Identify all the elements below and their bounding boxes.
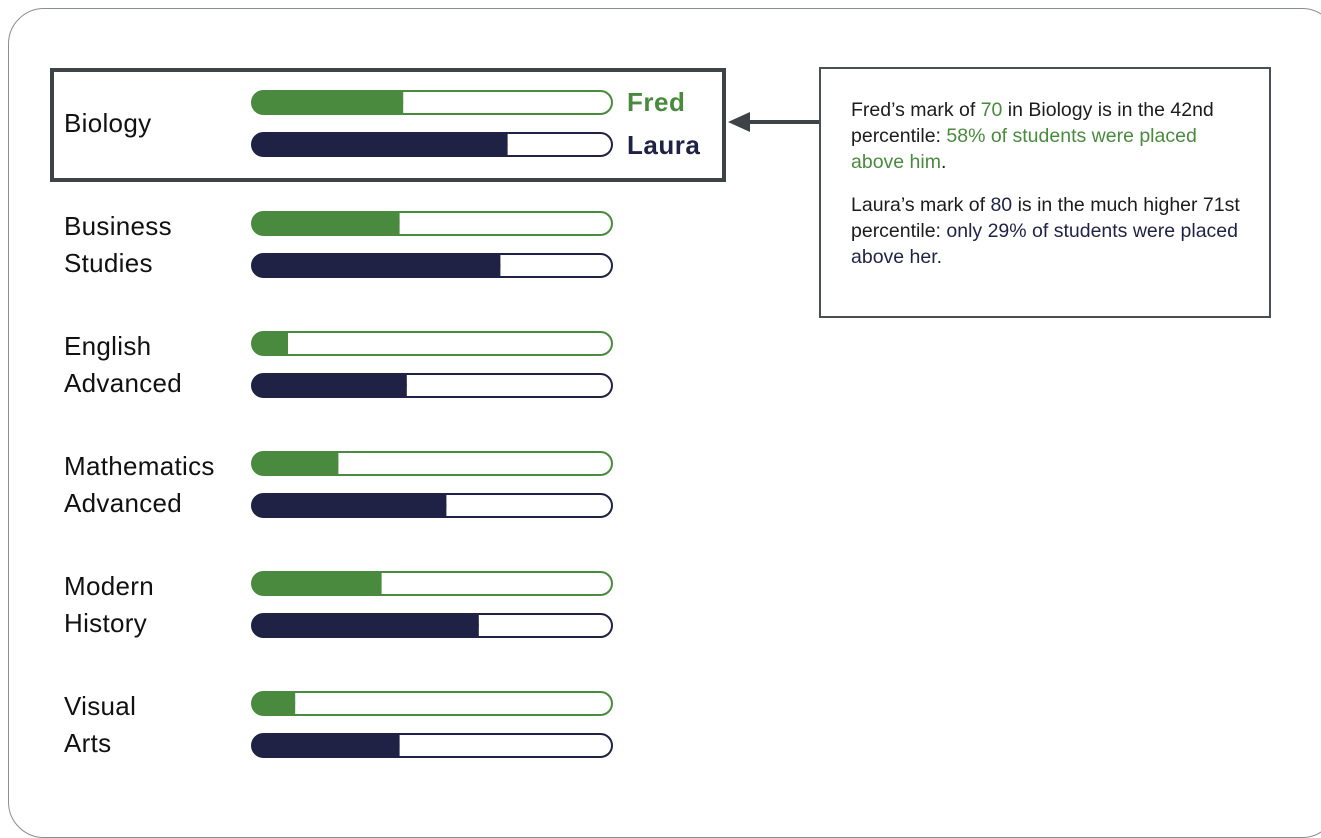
biology-highlight-box xyxy=(50,68,726,182)
bar-laura-business-studies-fill-end xyxy=(488,254,501,277)
bar-fred-visual-arts-track xyxy=(251,691,613,716)
callout-laura-text: Laura’s mark of 80 is in the much higher… xyxy=(851,194,1240,268)
bar-fred-biology-fill-end xyxy=(391,91,404,114)
legend-laura: Laura xyxy=(627,130,701,160)
bar-laura-business-studies-fill xyxy=(252,254,501,277)
bar-fred-mathematics-advanced-fill xyxy=(252,452,339,475)
bar-laura-biology xyxy=(251,132,613,157)
bar-fred-business-studies-fill xyxy=(252,212,400,235)
bar-fred-biology-fill xyxy=(252,91,404,114)
callout-arrow xyxy=(728,112,819,132)
bar-fred-modern-history-fill-end xyxy=(370,572,382,595)
category-label-modern-history: Modern History xyxy=(64,570,154,638)
laura-highlight: only 29% of students were placed above h… xyxy=(851,220,1238,268)
callout-arrow-head xyxy=(728,112,750,132)
callout-box: Fred’s mark of 70 in Biology is in the 4… xyxy=(819,67,1271,318)
laura-mark: 80 xyxy=(990,194,1013,216)
bar-fred-mathematics-advanced-fill-end xyxy=(326,452,339,475)
category-label-business-studies: Business Studies xyxy=(64,210,172,278)
fred-mark: 70 xyxy=(980,99,1003,121)
bar-fred-english-advanced xyxy=(251,331,613,356)
legend-fred: Fred xyxy=(627,87,686,117)
bar-fred-english-advanced-fill-end xyxy=(276,332,288,355)
bar-fred-modern-history-fill xyxy=(252,572,382,595)
category-label-biology: Biology xyxy=(64,108,152,138)
bar-laura-modern-history xyxy=(251,613,613,638)
bar-laura-biology-fill xyxy=(252,133,508,156)
bar-laura-biology-fill-end xyxy=(496,133,508,156)
bar-laura-mathematics-advanced-fill xyxy=(252,494,447,517)
bar-fred-modern-history xyxy=(251,571,613,596)
bar-laura-mathematics-advanced xyxy=(251,493,613,518)
bar-laura-visual-arts xyxy=(251,733,613,758)
bar-laura-english-advanced-fill-end xyxy=(395,374,407,397)
bar-fred-visual-arts-fill-end xyxy=(283,692,296,715)
bar-laura-english-advanced-fill xyxy=(252,374,407,397)
bar-fred-business-studies xyxy=(251,211,613,236)
bar-fred-business-studies-fill-end xyxy=(388,212,400,235)
category-label-visual-arts: Visual Arts xyxy=(64,690,137,758)
bar-laura-visual-arts-fill xyxy=(252,734,400,757)
bar-laura-visual-arts-fill-end xyxy=(388,734,400,757)
fred-highlight: 58% of students were placed above him xyxy=(851,125,1197,173)
bar-laura-english-advanced xyxy=(251,373,613,398)
bar-fred-mathematics-advanced xyxy=(251,451,613,476)
category-label-mathematics-advanced: Mathematics Advanced xyxy=(64,450,215,518)
bar-laura-modern-history-fill xyxy=(252,614,479,637)
bar-laura-mathematics-advanced-fill-end xyxy=(434,494,447,517)
callout-fred-text: Fred’s mark of 70 in Biology is in the 4… xyxy=(851,99,1214,173)
category-label-english-advanced: English Advanced xyxy=(64,330,183,398)
bar-laura-business-studies xyxy=(251,253,613,278)
bar-fred-visual-arts xyxy=(251,691,613,716)
bar-fred-biology xyxy=(251,90,613,115)
bar-fred-english-advanced-track xyxy=(251,331,613,356)
bar-laura-modern-history-fill-end xyxy=(467,614,479,637)
